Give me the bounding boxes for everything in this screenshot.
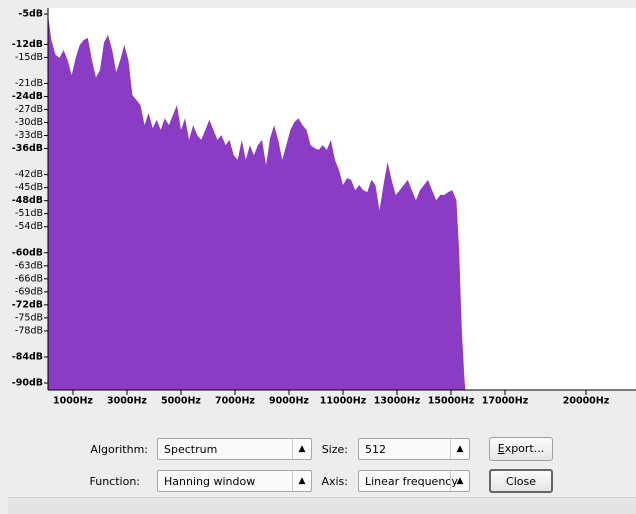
x-tick-label: 3000Hz: [107, 396, 147, 407]
close-button[interactable]: Close: [489, 469, 553, 493]
y-tick-label: -90dB: [12, 378, 43, 389]
x-tick-label: 15000Hz: [428, 396, 475, 407]
y-tick-label: -51dB: [15, 208, 43, 219]
spectrum-area: [48, 14, 466, 390]
x-tick-label: 9000Hz: [269, 396, 309, 407]
y-tick-label: -60dB: [12, 247, 43, 258]
size-select[interactable]: 512 ▲: [358, 438, 470, 460]
function-label: Function:: [89, 475, 141, 488]
size-value: 512: [365, 443, 386, 456]
x-tick-label: 11000Hz: [320, 396, 367, 407]
size-label: Size:: [321, 443, 348, 456]
y-tick-label: -72dB: [12, 299, 43, 310]
y-tick-label: -66dB: [15, 273, 43, 284]
y-tick-label: -15dB: [15, 52, 43, 63]
axis-select[interactable]: Linear frequency ▲: [358, 470, 470, 492]
algorithm-value: Spectrum: [164, 443, 218, 456]
y-tick-label: -30dB: [15, 117, 43, 128]
y-tick-label: -54dB: [15, 221, 43, 232]
y-tick-label: -21dB: [15, 78, 43, 89]
algorithm-select[interactable]: Spectrum ▲: [157, 438, 312, 460]
y-tick-label: -12dB: [12, 39, 43, 50]
spectrum-chart: -5dB -12dB -15dB -21dB -24dB -27dB -30dB -33dB -…: [12, 8, 636, 407]
algorithm-label: Algorithm:: [90, 443, 148, 456]
y-tick-label: -45dB: [15, 182, 43, 193]
y-tick-label: -69dB: [15, 286, 43, 297]
y-tick-label: -78dB: [15, 325, 43, 336]
status-bar: [8, 497, 636, 514]
y-tick-label: -75dB: [15, 312, 43, 323]
y-tick-label: -84dB: [12, 351, 43, 362]
function-select[interactable]: Hanning window ▲: [157, 470, 312, 492]
y-tick-label: -27dB: [15, 104, 43, 115]
y-tick-label: -63dB: [15, 260, 43, 271]
axis-value: Linear frequency: [365, 475, 458, 488]
y-tick-label: -36dB: [12, 143, 43, 154]
y-tick-label: -5dB: [18, 9, 43, 20]
x-tick-label: 1000Hz: [53, 396, 93, 407]
x-tick-label: 13000Hz: [374, 396, 421, 407]
x-tick-label: 5000Hz: [161, 396, 201, 407]
export-button[interactable]: Export...: [489, 437, 553, 461]
y-tick-label: -48dB: [12, 195, 43, 206]
y-tick-label: -42dB: [15, 169, 43, 180]
y-tick-label: -33dB: [15, 130, 43, 141]
y-tick-label: -24dB: [12, 91, 43, 102]
axis-label: Axis:: [321, 475, 348, 488]
function-value: Hanning window: [164, 475, 256, 488]
x-tick-label: 20000Hz: [563, 396, 610, 407]
x-tick-label: 7000Hz: [215, 396, 255, 407]
x-tick-label: 17000Hz: [482, 396, 529, 407]
